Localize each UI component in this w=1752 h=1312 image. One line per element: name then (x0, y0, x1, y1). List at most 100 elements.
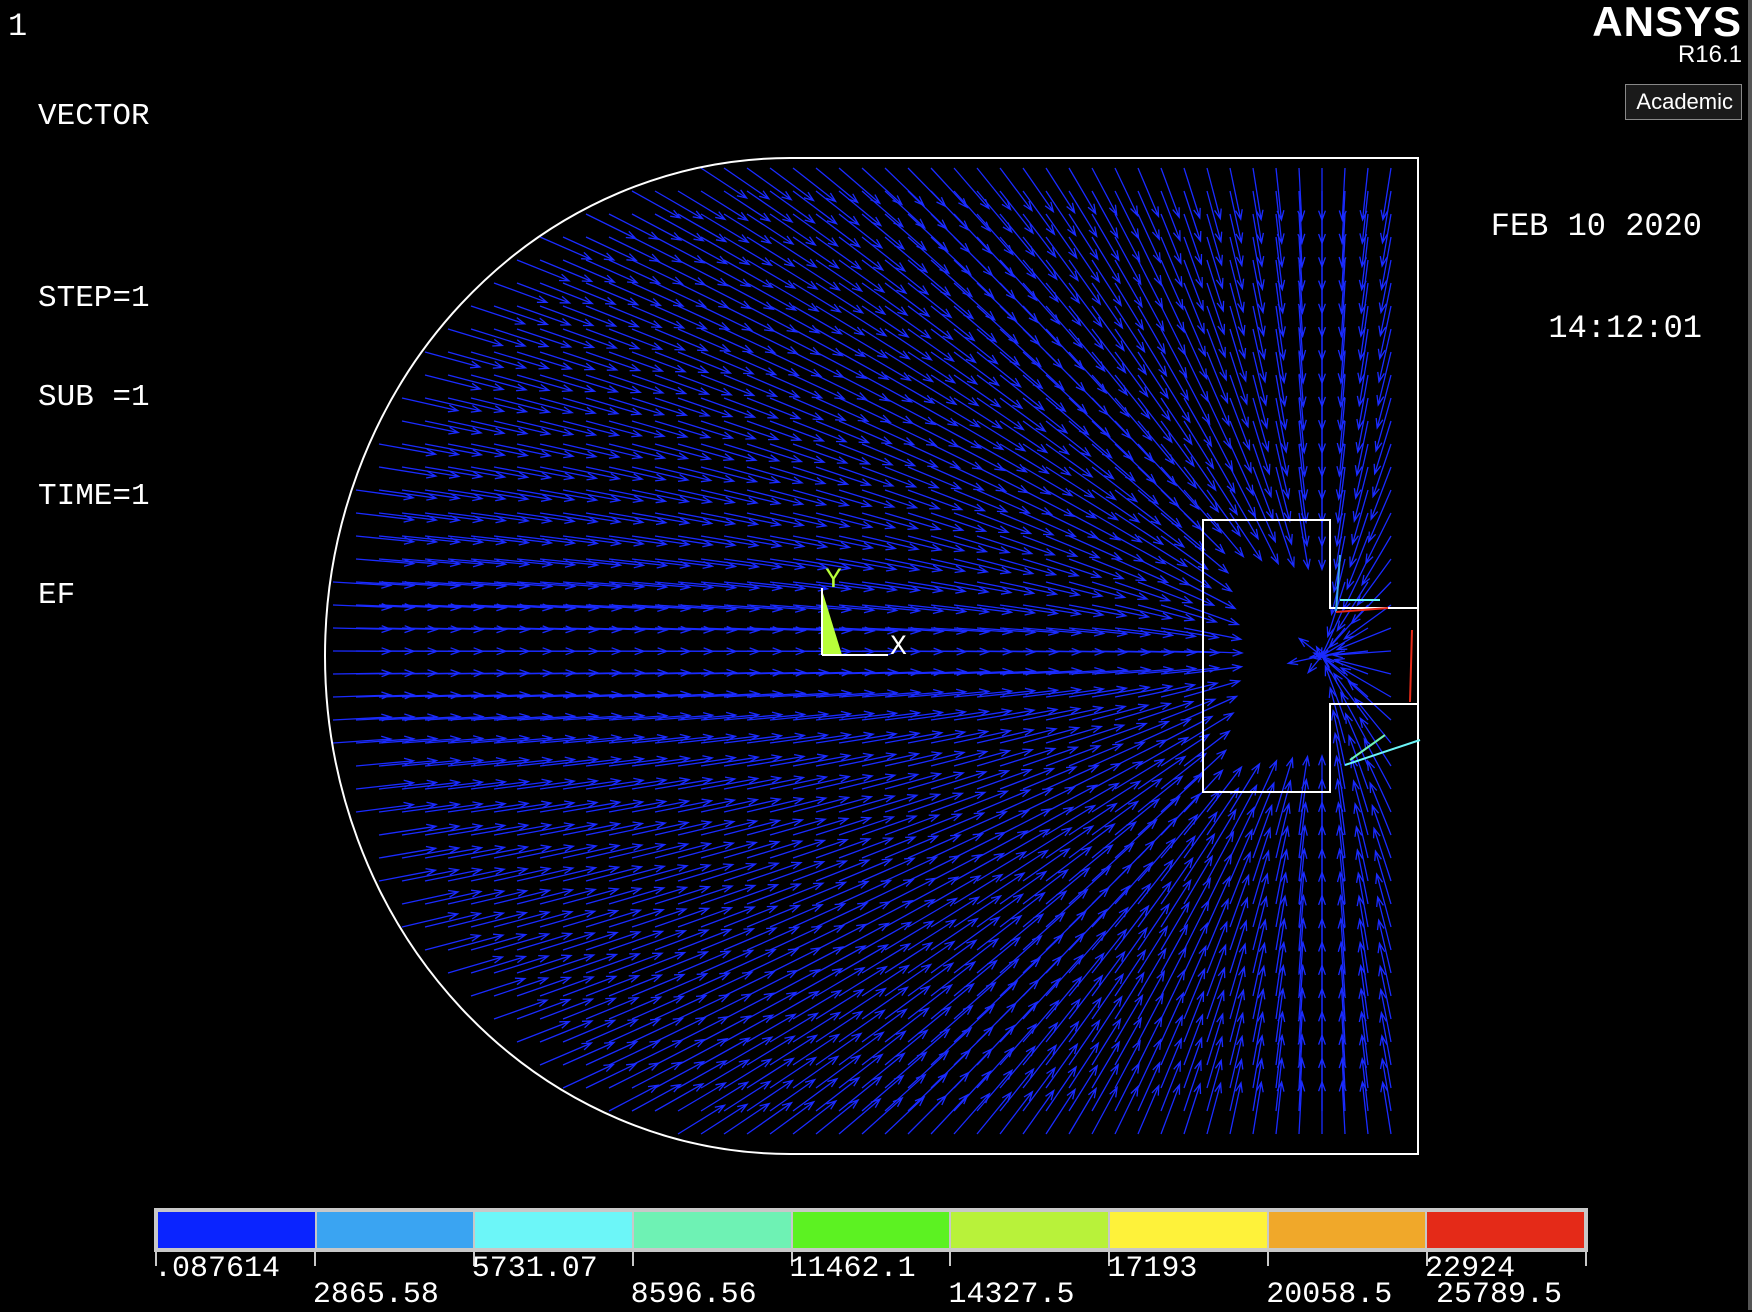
triad-y-label: Y (825, 565, 842, 596)
legend-value-label: 8596.56 (630, 1278, 757, 1312)
field-vector (516, 625, 577, 634)
field-vector (838, 190, 883, 227)
field-vector (677, 190, 727, 221)
legend-segment-4 (634, 1212, 791, 1248)
field-vector (815, 328, 867, 358)
field-vector (1352, 466, 1369, 523)
field-vector (769, 1034, 819, 1066)
field-vector (861, 964, 911, 997)
field-vector (608, 328, 664, 350)
field-vector (539, 374, 597, 393)
field-vector (493, 397, 552, 414)
field-vector (585, 843, 644, 859)
field-vector (424, 351, 482, 369)
field-vector (677, 512, 737, 527)
field-vector (1359, 1056, 1369, 1112)
field-vector (861, 794, 919, 813)
field-vector (1045, 866, 1091, 905)
field-vector (1183, 535, 1230, 574)
field-vector (654, 625, 715, 634)
field-vector (1306, 627, 1346, 674)
field-vector (378, 845, 438, 859)
field-vector (608, 1018, 662, 1043)
field-vector (884, 835, 940, 859)
field-vector (953, 627, 1014, 636)
field-vector (1356, 351, 1369, 408)
field-vector (677, 535, 737, 548)
field-vector (516, 328, 573, 348)
field-vector (769, 213, 817, 246)
field-vector (769, 489, 828, 507)
field-vector (1349, 512, 1369, 569)
field-vector (815, 816, 873, 836)
field-vector (470, 977, 527, 997)
field-vector (700, 841, 759, 859)
field-vector (1367, 489, 1392, 544)
field-vector (723, 558, 784, 570)
field-vector (654, 885, 712, 905)
field-vector (1252, 803, 1273, 859)
field-vector (884, 772, 943, 790)
field-vector (746, 259, 797, 290)
field-vector (585, 1018, 640, 1043)
field-vector (562, 351, 619, 371)
field-vector (1091, 666, 1152, 675)
field-vector (1022, 1066, 1057, 1112)
field-vector (1068, 466, 1118, 501)
field-vector (953, 190, 992, 233)
field-vector (470, 822, 530, 836)
field-vector (723, 1036, 774, 1066)
field-vector (1332, 672, 1369, 721)
field-vector (1206, 190, 1223, 244)
field-vector (1229, 942, 1247, 997)
field-vector (677, 374, 733, 396)
field-vector (838, 558, 898, 572)
field-vector (401, 489, 461, 501)
field-vector (907, 443, 962, 469)
field-vector (999, 828, 1051, 859)
field-vector (700, 754, 760, 767)
field-vector (1022, 420, 1071, 456)
field-vector (470, 911, 529, 928)
field-vector (539, 778, 600, 790)
field-vector (976, 397, 1025, 431)
field-vector (608, 864, 667, 882)
field-vector (861, 751, 921, 767)
field-vector (585, 489, 645, 504)
field-vector (539, 397, 597, 415)
field-vector (723, 328, 777, 354)
field-vector (1068, 724, 1126, 744)
field-vector (861, 236, 907, 273)
field-vector (493, 932, 551, 951)
axis-triad: Y X Z (821, 565, 907, 663)
field-vector (1045, 374, 1088, 415)
field-vector (1344, 712, 1369, 767)
field-vector (1160, 627, 1220, 641)
field-vector (1328, 686, 1346, 744)
field-vector (1229, 397, 1251, 452)
field-vector (1371, 803, 1392, 859)
field-vector (884, 558, 944, 573)
field-vector (447, 489, 507, 502)
field-vector (769, 443, 826, 464)
field-vector (470, 420, 529, 436)
field-vector (1252, 826, 1272, 882)
field-vector (838, 1009, 886, 1043)
info-substep: SUB =1 (38, 380, 150, 415)
ansys-logo: ANSYS R16.1 Academic (1592, 0, 1742, 120)
legend-tick (155, 1252, 157, 1266)
field-vector (907, 1094, 948, 1135)
field-vector (723, 818, 782, 836)
field-vector (884, 793, 942, 813)
field-vector (493, 844, 553, 859)
field-vector (1114, 949, 1147, 997)
field-vector (700, 819, 759, 836)
field-vector (769, 689, 830, 698)
field-vector (516, 489, 576, 503)
field-vector (1206, 765, 1243, 813)
field-vector (1137, 925, 1169, 974)
field-vector (976, 936, 1022, 974)
field-vector (585, 975, 641, 997)
field-vector (1022, 766, 1078, 790)
field-vector (1045, 443, 1094, 478)
